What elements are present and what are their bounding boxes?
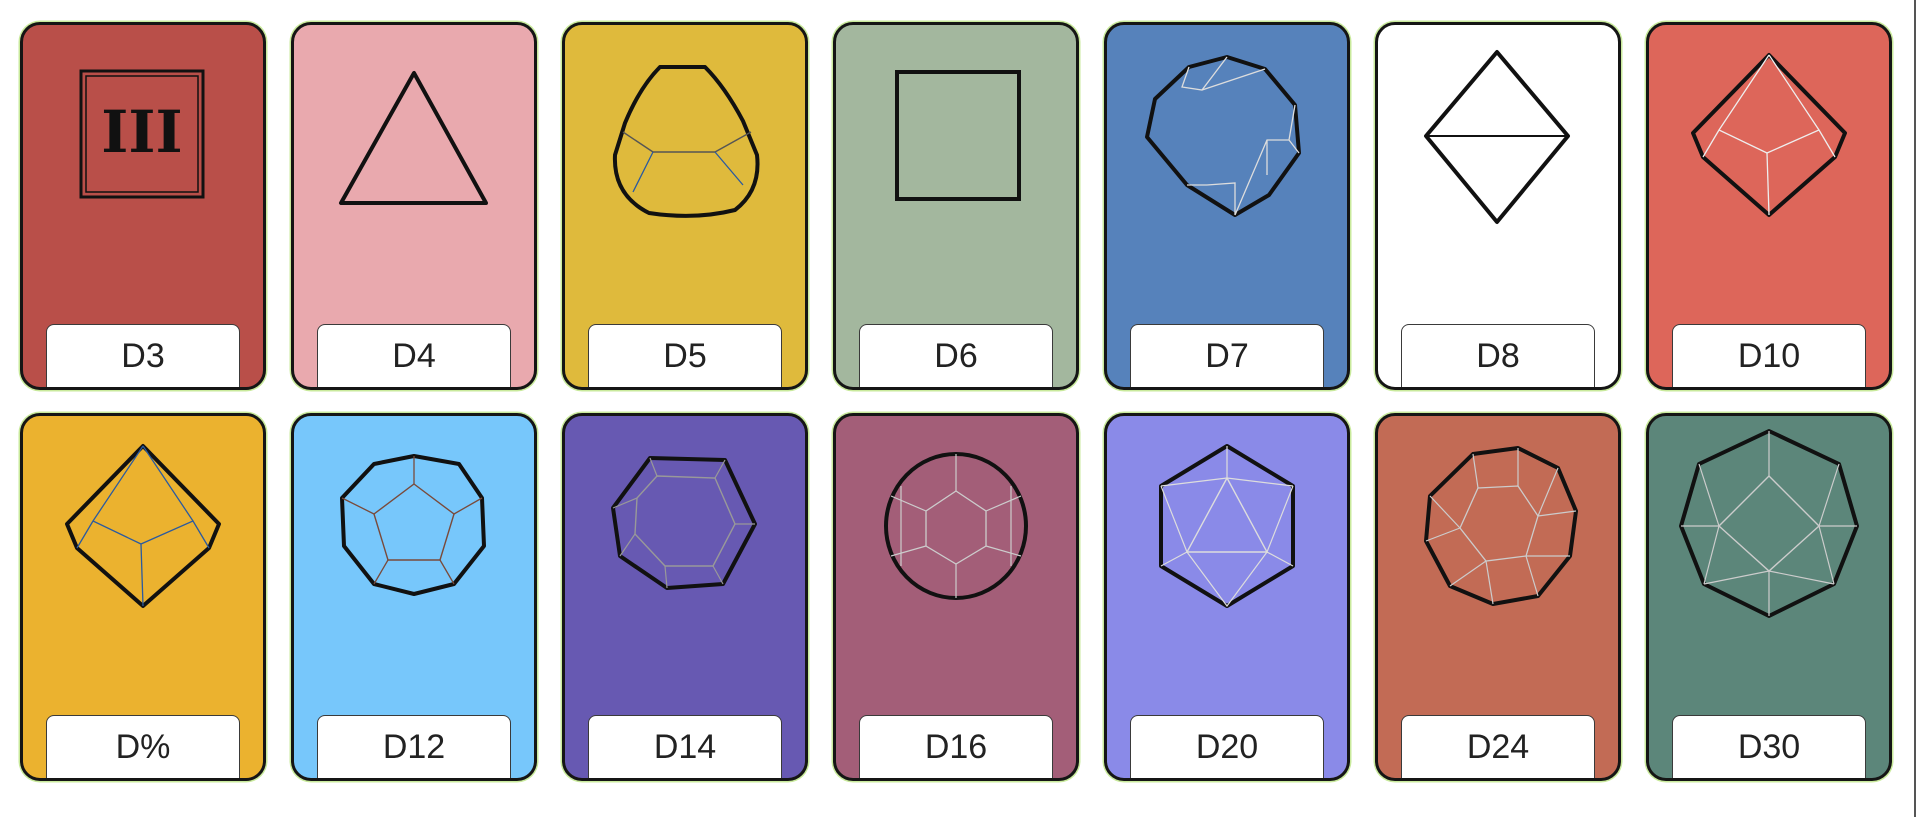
die-card-d10[interactable]: D10: [1646, 22, 1892, 390]
d8-octahedron-icon: [1424, 50, 1570, 224]
die-label: D5: [588, 324, 782, 387]
die-card-d8[interactable]: D8: [1375, 22, 1621, 390]
d14-dice-icon: [611, 456, 757, 590]
d7-dice-icon: [1145, 55, 1301, 217]
die-label: D4: [317, 324, 511, 387]
die-label: D14: [588, 715, 782, 778]
die-label: D3: [46, 324, 240, 387]
d24-dice-icon: [1424, 446, 1578, 606]
die-label: D30: [1672, 715, 1866, 778]
die-label: D24: [1401, 715, 1595, 778]
die-label: D10: [1672, 324, 1866, 387]
d3-roman-numeral-icon: III: [79, 69, 205, 199]
die-card-d3[interactable]: III D3: [20, 22, 266, 390]
die-card-d24[interactable]: D24: [1375, 413, 1621, 781]
die-card-d14[interactable]: D14: [562, 413, 808, 781]
d16-dice-icon: [884, 452, 1028, 600]
die-label: D8: [1401, 324, 1595, 387]
die-card-d12[interactable]: D12: [291, 413, 537, 781]
d4-tetrahedron-icon: [339, 71, 488, 205]
d5-dice-icon: [612, 65, 760, 218]
die-card-d6[interactable]: D6: [833, 22, 1079, 390]
d20-icosahedron-icon: [1159, 444, 1295, 608]
die-card-d5[interactable]: D5: [562, 22, 808, 390]
die-card-d7[interactable]: D7: [1104, 22, 1350, 390]
svg-text:III: III: [101, 98, 182, 166]
die-card-d-percent[interactable]: D%: [20, 413, 266, 781]
die-card-d16[interactable]: D16: [833, 413, 1079, 781]
die-label: D7: [1130, 324, 1324, 387]
d6-cube-icon: [895, 70, 1021, 201]
d10-pentagonal-trapezohedron-icon: [1691, 53, 1847, 217]
d30-triacontahedron-icon: [1679, 429, 1859, 618]
die-card-d30[interactable]: D30: [1646, 413, 1892, 781]
d12-dodecahedron-icon: [340, 454, 486, 596]
die-label: D12: [317, 715, 511, 778]
page-edge-divider: [1914, 0, 1916, 817]
die-label: D%: [46, 715, 240, 778]
die-card-d4[interactable]: D4: [291, 22, 537, 390]
die-card-d20[interactable]: D20: [1104, 413, 1350, 781]
dice-card-grid: III D3 D4 D5 D6 D7: [20, 22, 1892, 781]
die-label: D6: [859, 324, 1053, 387]
die-label: D16: [859, 715, 1053, 778]
d-percent-dice-icon: [65, 444, 221, 608]
die-label: D20: [1130, 715, 1324, 778]
